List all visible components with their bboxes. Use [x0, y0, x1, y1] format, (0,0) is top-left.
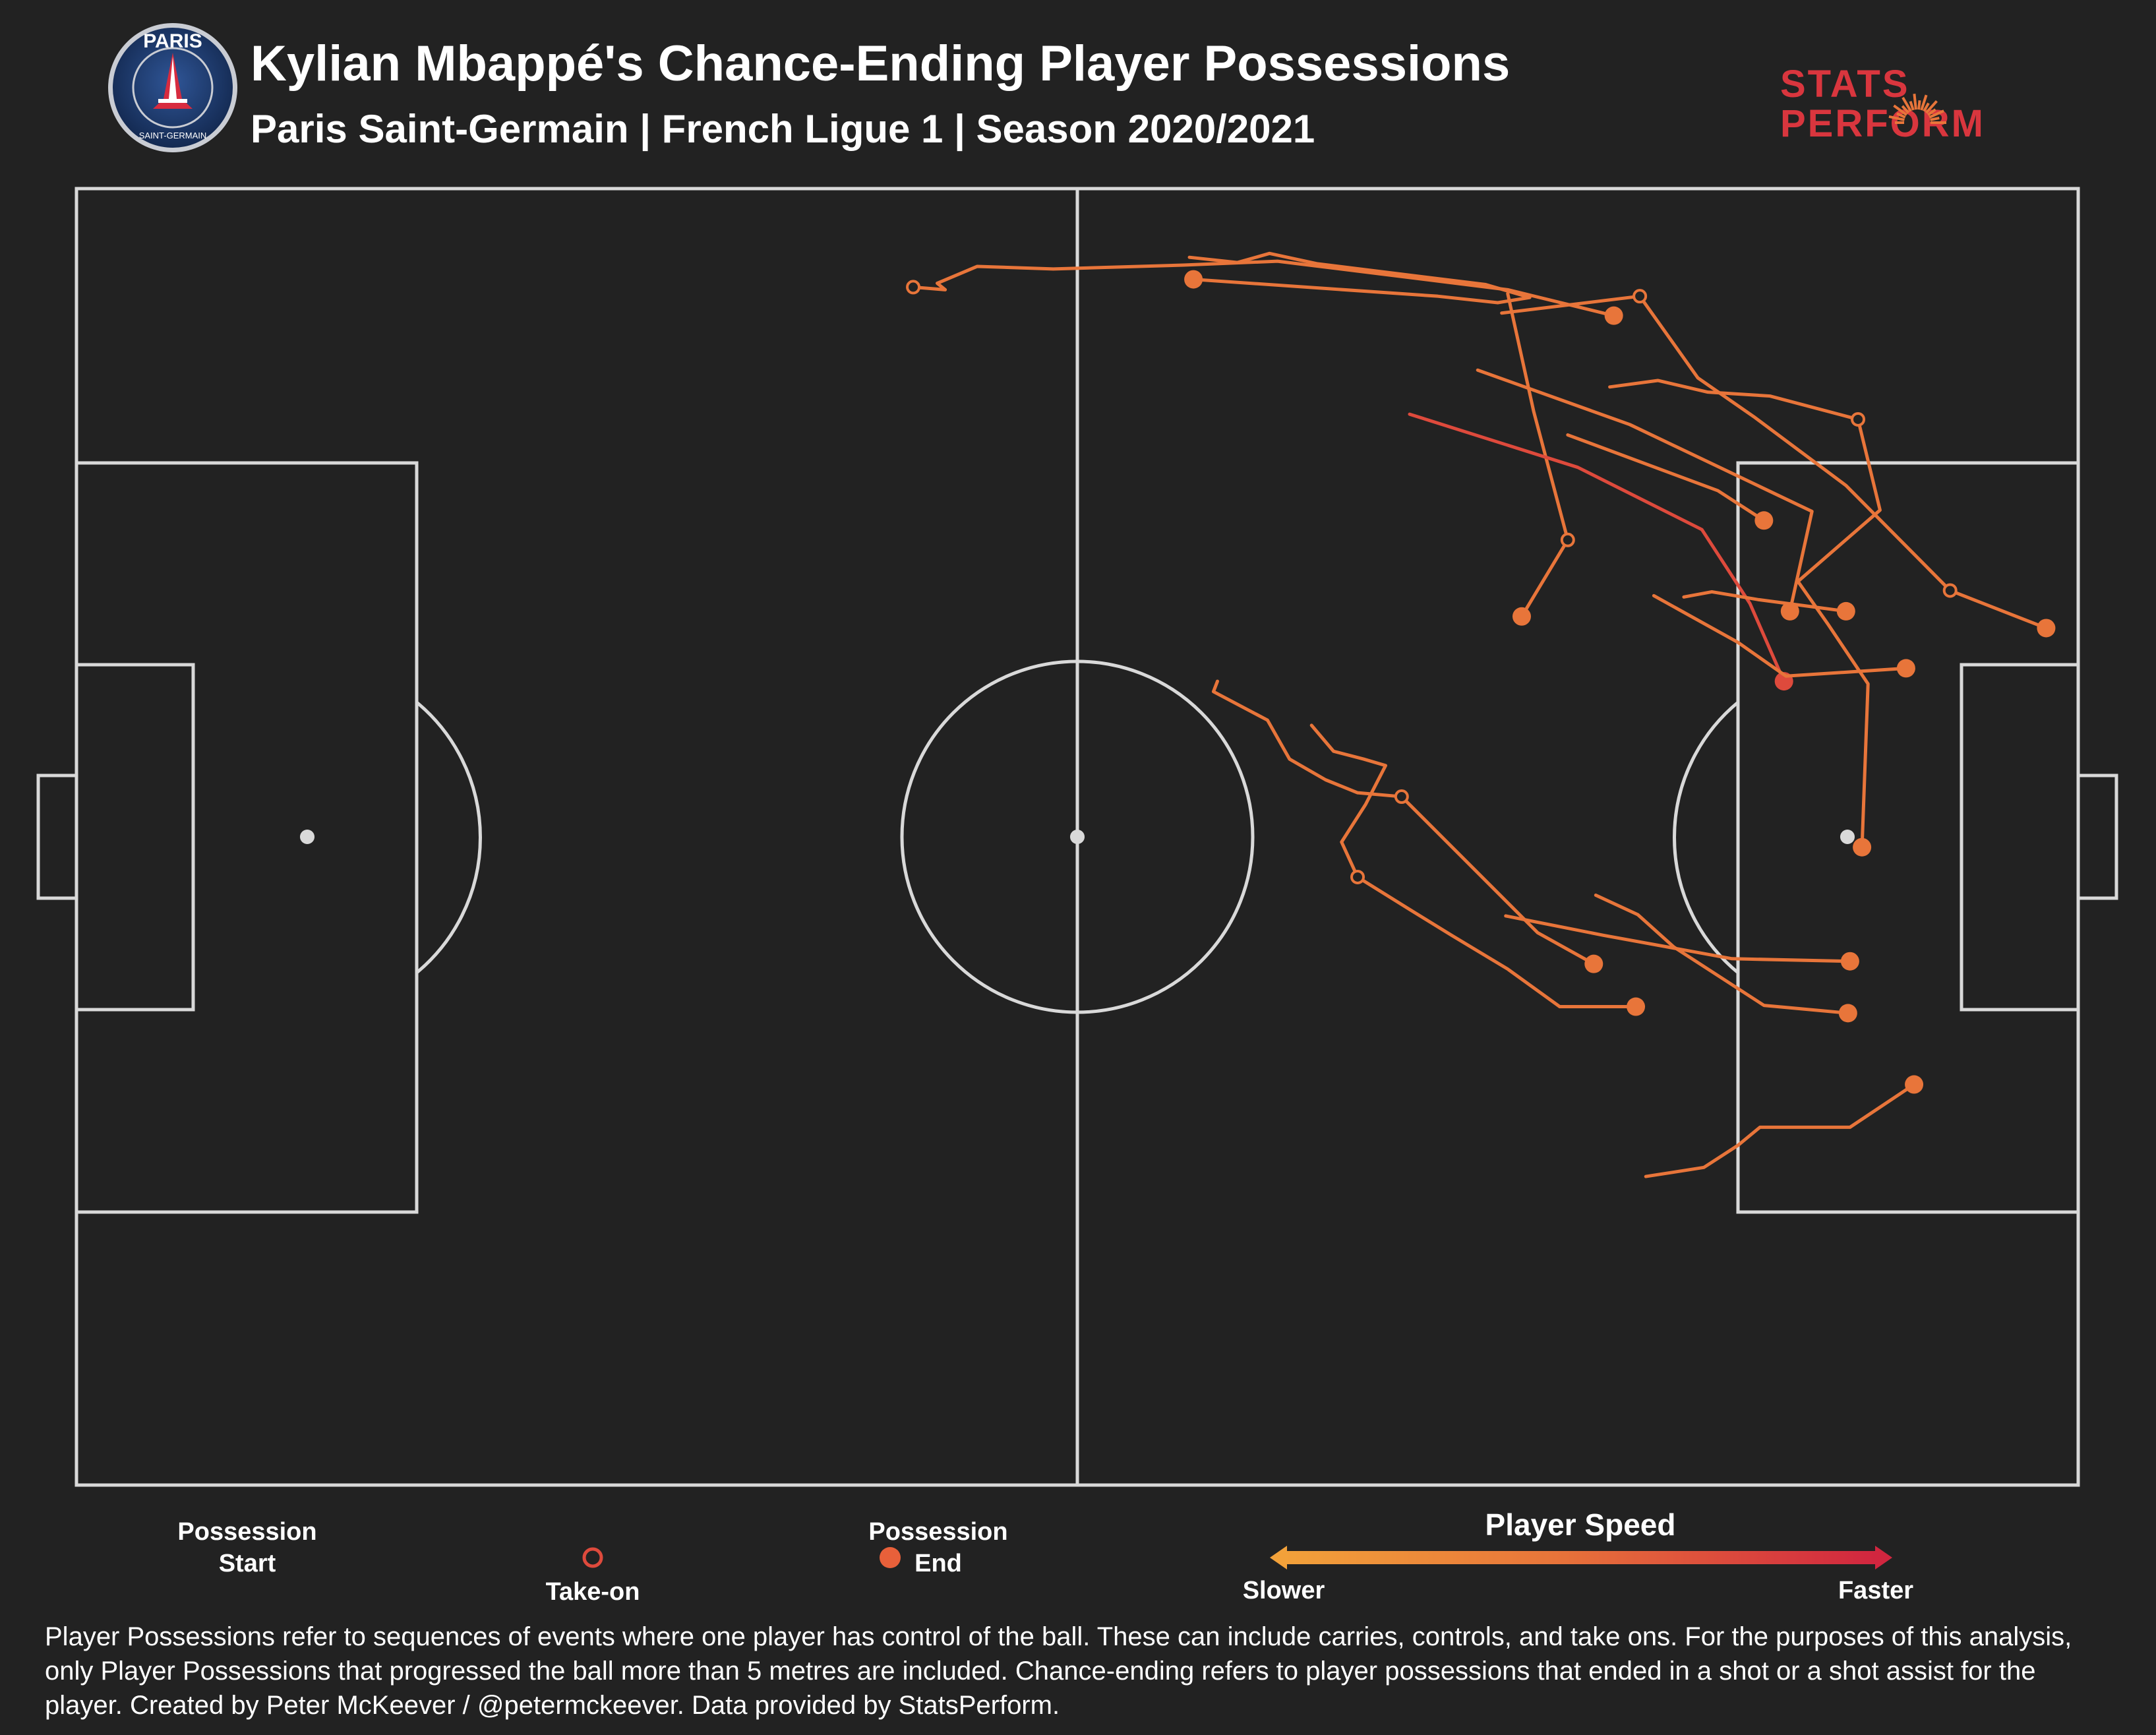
sunburst-ray — [1909, 101, 1915, 111]
legend-end-marker — [880, 1547, 901, 1568]
speed-arrow-right-icon — [1875, 1546, 1892, 1569]
possession-end-marker — [1184, 270, 1203, 289]
speed-gradient-bar — [1286, 1551, 1875, 1564]
legend-takeon-label: Take-on — [546, 1578, 640, 1606]
centre-circle — [900, 659, 1255, 1014]
possession-path — [1594, 893, 1850, 1015]
possession-path — [1608, 379, 1882, 849]
possession-end-marker — [1780, 601, 1799, 621]
speed-legend: Player Speed Slower Faster — [1243, 1507, 1914, 1604]
six-yard-box-left — [75, 663, 195, 1012]
takeon-marker — [1350, 869, 1365, 884]
psg-badge-logo: PARIS SAINT-GERMAIN — [108, 23, 237, 152]
badge-text-top: PARIS — [143, 30, 202, 52]
possession-path — [1652, 594, 1908, 678]
possession-paths — [906, 251, 2056, 1178]
goal-right — [2076, 774, 2118, 900]
possession-path — [1644, 1083, 1916, 1178]
possession-path — [911, 259, 1616, 318]
legend-takeon-marker — [582, 1547, 603, 1568]
sunburst-ray — [1896, 112, 1906, 119]
possession-end-marker — [1840, 952, 1859, 971]
sunburst-ray — [1913, 94, 1917, 110]
sunburst-icon — [1888, 94, 1946, 124]
speed-slower-label: Slower — [1243, 1577, 1325, 1604]
page-subtitle: Paris Saint-Germain | French Ligue 1 | S… — [251, 107, 1315, 152]
sunburst-ray — [1901, 96, 1912, 112]
possession-end-marker — [1905, 1075, 1924, 1094]
speed-arrow-left-icon — [1270, 1546, 1287, 1569]
possession-path — [1682, 590, 1848, 613]
possession-path — [1566, 433, 1766, 522]
sunburst-ray — [1930, 116, 1940, 121]
sunburst-ray — [1920, 94, 1928, 111]
penalty-arc-right — [1673, 701, 1739, 974]
sunburst-ray — [1893, 104, 1907, 116]
pitch — [36, 187, 2118, 1487]
possession-end-marker — [1754, 511, 1774, 530]
penalty-spot-left — [300, 830, 314, 844]
takeon-marker — [1851, 411, 1866, 427]
badge-text-bottom: SAINT-GERMAIN — [139, 131, 207, 140]
sunburst-ray — [1925, 100, 1938, 114]
footnote: Player Possessions refer to sequences of… — [45, 1622, 2072, 1720]
takeon-marker — [906, 280, 921, 295]
possession-end-marker — [2037, 619, 2056, 638]
legend-end-label-1: Possession — [868, 1518, 1007, 1546]
sunburst-ray — [1927, 108, 1936, 116]
legend-start-label-1: Possession — [177, 1518, 316, 1546]
possession-end-marker — [1836, 601, 1855, 621]
possession-path — [1476, 368, 1814, 613]
possession-path — [1506, 291, 1570, 619]
possession-end-marker — [1604, 306, 1623, 325]
possession-path — [1504, 914, 1852, 963]
six-yard-box-right — [1960, 663, 2080, 1012]
takeon-marker — [1560, 532, 1575, 547]
marker-legend: Possession Start Take-on Possession End — [177, 1518, 1007, 1606]
speed-faster-label: Faster — [1838, 1577, 1913, 1604]
brand-line-1: STATS — [1780, 63, 1910, 106]
possession-end-marker — [1838, 1004, 1857, 1023]
possession-path — [1408, 412, 1786, 683]
penalty-area-right — [1736, 461, 2080, 1214]
possession-path — [1187, 251, 1532, 305]
brand-line-2: PERFORM — [1780, 102, 1985, 145]
speed-legend-title: Player Speed — [1485, 1507, 1676, 1542]
possession-end-marker — [1853, 837, 1872, 857]
page-title: Kylian Mbappé's Chance-Ending Player Pos… — [251, 36, 1510, 92]
legend-start-label-2: Start — [219, 1550, 276, 1577]
sunburst-ray — [1929, 109, 1945, 119]
takeon-marker — [1632, 289, 1648, 304]
sunburst-ray — [1888, 115, 1905, 121]
possession-end-marker — [1584, 954, 1603, 973]
possession-end-marker — [1627, 997, 1646, 1016]
penalty-spot-right — [1840, 830, 1855, 844]
possession-end-marker — [1896, 659, 1915, 678]
goal-left — [36, 774, 78, 900]
possession-path — [1211, 679, 1596, 966]
stats-perform-logo: STATS PERFORM — [1780, 63, 1985, 145]
penalty-area-left — [75, 461, 419, 1214]
possession-end-marker — [1512, 607, 1531, 626]
takeon-marker — [1394, 789, 1409, 805]
sunburst-ray — [1923, 102, 1930, 112]
sunburst-ray — [1901, 105, 1910, 114]
takeon-marker — [1942, 583, 1958, 598]
possession-path — [1309, 723, 1638, 1009]
penalty-arc-left — [415, 701, 482, 974]
legend-end-label-2: End — [914, 1550, 962, 1577]
centre-spot — [1070, 830, 1085, 844]
